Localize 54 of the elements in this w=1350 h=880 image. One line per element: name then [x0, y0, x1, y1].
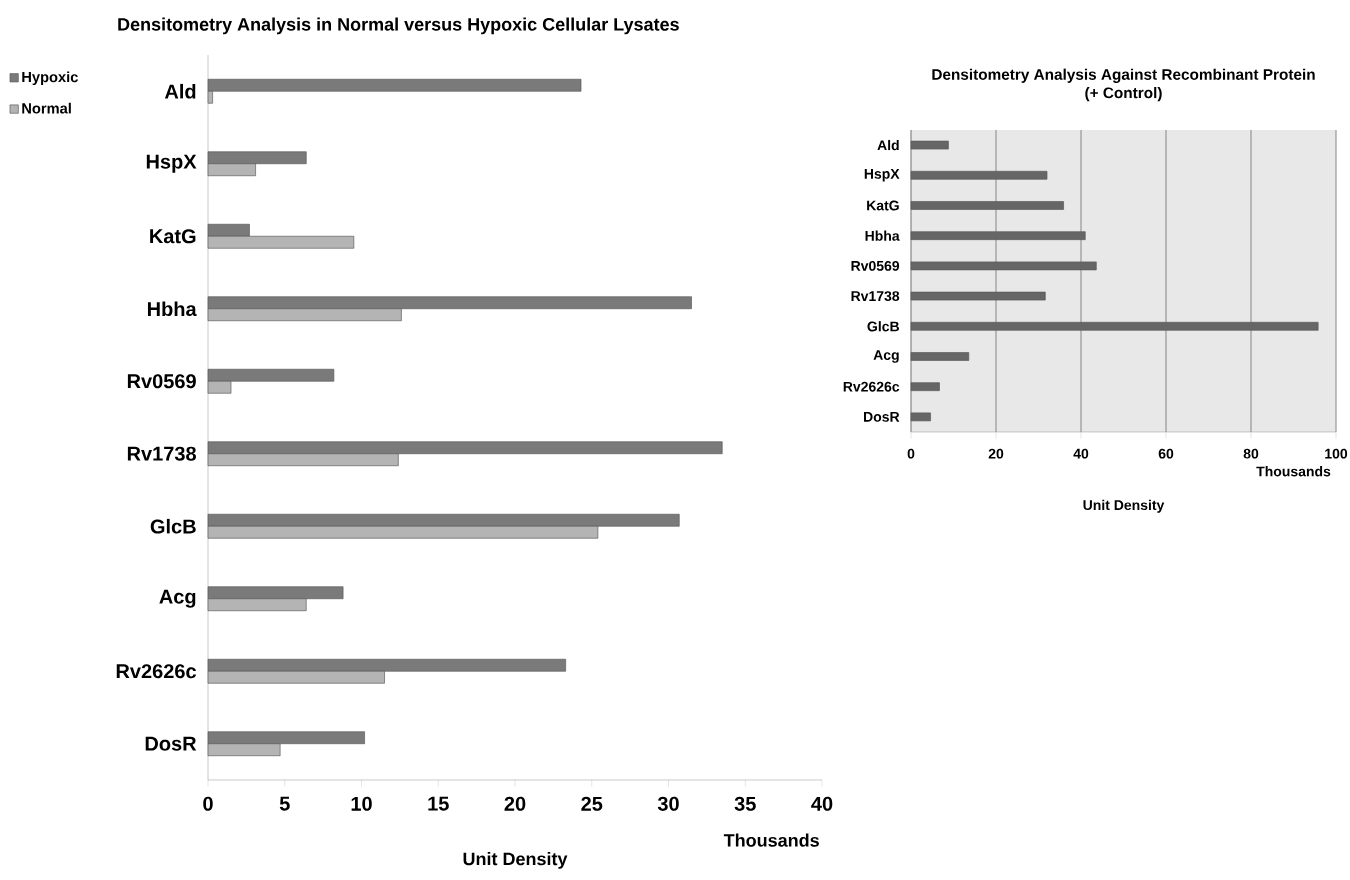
x-tick-label: 5: [279, 796, 290, 811]
bar: [910, 261, 1097, 271]
bar: [910, 382, 940, 392]
y-tick-label: Acg: [159, 589, 196, 608]
chart-title: Densitometry Analysis Against Recombinant Protein: [932, 68, 1315, 83]
x-axis-title: Unit Density: [1083, 499, 1165, 513]
x-tick-label: 25: [581, 796, 603, 811]
x-tick-label: 40: [811, 796, 833, 811]
bar: [910, 231, 1086, 241]
x-tick-label: 30: [657, 796, 679, 811]
y-tick-label: Hbha: [865, 230, 900, 241]
y-tick-label: KatG: [150, 229, 196, 244]
y-tick-label: KatG: [867, 200, 899, 211]
y-tick-label: Rv0569: [851, 260, 900, 271]
y-tick-label: Rv1738: [851, 291, 900, 302]
y-tick-label: HspX: [864, 169, 900, 182]
y-tick-label: GlcB: [150, 518, 196, 534]
bar: [910, 170, 1048, 180]
x-tick-label: 40: [1073, 448, 1089, 459]
y-tick-label: Rv2626c: [843, 381, 900, 392]
chart-title: Densitometry Analysis in Normal versus Hypoxic Cellular Lysates: [118, 17, 679, 35]
y-tick-label: GlcB: [867, 321, 899, 332]
bar: [910, 140, 949, 150]
bar: [910, 291, 1046, 301]
x-tick-label: 80: [1243, 448, 1259, 459]
bar: [910, 321, 1319, 331]
x-tick-label: 20: [504, 796, 526, 811]
y-tick-label: Rv2626c: [116, 664, 197, 679]
y-tick-label: Ald: [877, 139, 899, 151]
y-tick-label: Hbha: [147, 301, 197, 317]
y-tick-label: DosR: [145, 736, 197, 751]
bar: [910, 412, 931, 422]
y-tick-label: DosR: [864, 412, 900, 422]
text: Thousands: [723, 833, 819, 847]
legend-label: Hypoxic: [22, 71, 78, 86]
bar: [910, 352, 970, 361]
x-tick-label: 10: [351, 796, 372, 811]
x-tick-label: 0: [907, 448, 915, 459]
x-tick-label: 15: [428, 796, 449, 811]
y-tick-label: Rv0569: [127, 374, 196, 389]
y-tick-label: HspX: [146, 154, 197, 173]
bar: [910, 201, 1064, 210]
x-tick-label: 35: [734, 796, 756, 811]
y-tick-label: Acg: [873, 350, 899, 363]
x-tick-label: 60: [1158, 448, 1174, 459]
y-tick-label: Ald: [164, 83, 196, 99]
legend-label: Normal: [22, 102, 71, 114]
x-tick-label: 20: [988, 448, 1004, 459]
x-tick-label: 0: [203, 796, 213, 811]
text: Thousands: [1256, 466, 1331, 477]
chart-subtitle: (+ Control): [1085, 86, 1162, 102]
x-tick-label: 100: [1325, 448, 1348, 459]
x-axis-title: Unit Density: [463, 852, 568, 869]
y-tick-label: Rv1738: [127, 446, 196, 461]
